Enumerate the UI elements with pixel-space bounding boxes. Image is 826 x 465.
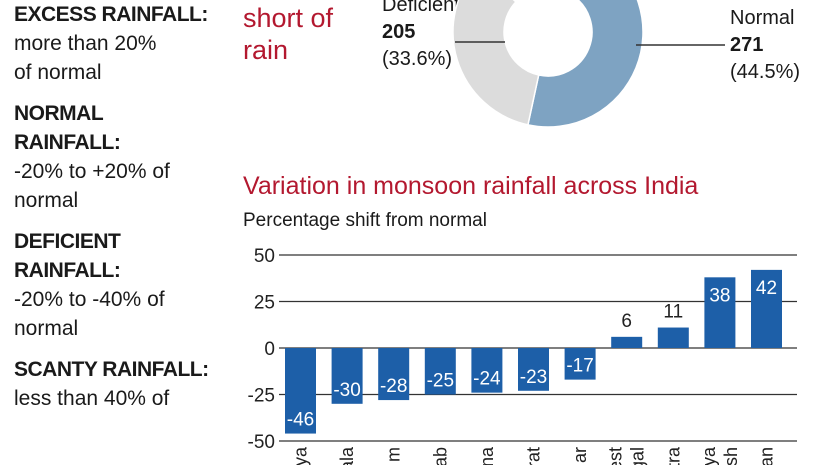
donut-slice-normal (527, 0, 644, 128)
legend-text: normal (14, 189, 79, 212)
bar (471, 348, 503, 393)
category-label: ab (430, 447, 450, 465)
bar-value-label: 42 (756, 278, 777, 299)
category-label: tra (663, 446, 683, 465)
bar-value-label: 11 (663, 302, 683, 323)
bar-value-label: -28 (380, 376, 407, 397)
legend-block: EXCESS RAINFALL: more than 20% of normal (14, 0, 234, 87)
bar (285, 348, 316, 434)
category-label: est (606, 447, 626, 465)
bar-value-label: -25 (427, 371, 454, 392)
bar (611, 336, 643, 348)
y-tick-label: 25 (254, 293, 275, 314)
bar-value-label: -17 (566, 356, 593, 377)
bar-value-label: 38 (709, 285, 730, 306)
bar (378, 348, 410, 401)
bar (564, 348, 596, 380)
bar (704, 277, 736, 348)
normal-label: Normal 271 (44.5%) (730, 5, 800, 86)
legend-heading: EXCESS RAINFALL: (14, 3, 208, 26)
legend-block: DEFICIENT RAINFALL: -20% to -40% of normal (14, 227, 234, 343)
bar-chart-title: Variation in monsoon rainfall across Ind… (243, 172, 699, 200)
y-tick-label: 50 (254, 246, 275, 267)
category-label: ya (699, 446, 719, 465)
donut-title: short of rain (243, 3, 334, 65)
deficient-name: Deficient (382, 0, 460, 16)
category-label: rat (524, 447, 544, 465)
deficient-label: Deficient 205 (33.6%) (382, 0, 460, 73)
y-tick-label: 0 (264, 339, 275, 360)
bar-value-label: -23 (520, 367, 547, 388)
bar (657, 327, 689, 348)
category-label: ya (291, 446, 311, 465)
legend-text: more than 20% (14, 32, 157, 55)
normal-name: Normal (730, 7, 795, 29)
bar-chart-subtitle: Percentage shift from normal (243, 210, 487, 231)
category-label: ala (337, 446, 357, 465)
legend-heading: DEFICIENT RAINFALL: (14, 230, 121, 282)
bar (424, 348, 456, 395)
category-label: an (757, 447, 777, 465)
category-label: m (384, 447, 404, 462)
bar-value-label: 6 (621, 311, 632, 332)
bar (331, 348, 363, 404)
legend-text: -20% to -40% of (14, 288, 165, 311)
y-tick-label: -25 (248, 386, 275, 407)
legend-text: of normal (14, 61, 102, 84)
legend-block: SCANTY RAINFALL: less than 40% of (14, 355, 234, 413)
donut-slice-deficient (452, 0, 540, 126)
deficient-value: 205 (382, 21, 416, 43)
legend-text: less than 40% of (14, 387, 170, 410)
rainfall-legend: EXCESS RAINFALL: more than 20% of normal NO… (14, 0, 234, 425)
legend-heading: NORMAL RAINFALL: (14, 102, 121, 154)
category-label: na (477, 446, 497, 465)
legend-heading: SCANTY RAINFALL: (14, 358, 209, 381)
bar-value-label: -46 (287, 410, 314, 431)
bar (751, 269, 782, 348)
category-label: gal (628, 447, 648, 465)
legend-text: -20% to +20% of (14, 160, 170, 183)
bar (518, 348, 549, 391)
normal-value: 271 (730, 34, 764, 56)
category-label: sh (721, 447, 741, 465)
bar-value-label: -30 (333, 380, 360, 401)
bar-value-label: -24 (473, 369, 501, 390)
category-label: ar (570, 447, 590, 463)
y-tick-label: -50 (248, 432, 275, 453)
legend-block: NORMAL RAINFALL: -20% to +20% of normal (14, 99, 234, 215)
deficient-percent: (33.6%) (382, 48, 453, 70)
legend-text: normal (14, 317, 79, 340)
normal-percent: (44.5%) (730, 61, 801, 83)
